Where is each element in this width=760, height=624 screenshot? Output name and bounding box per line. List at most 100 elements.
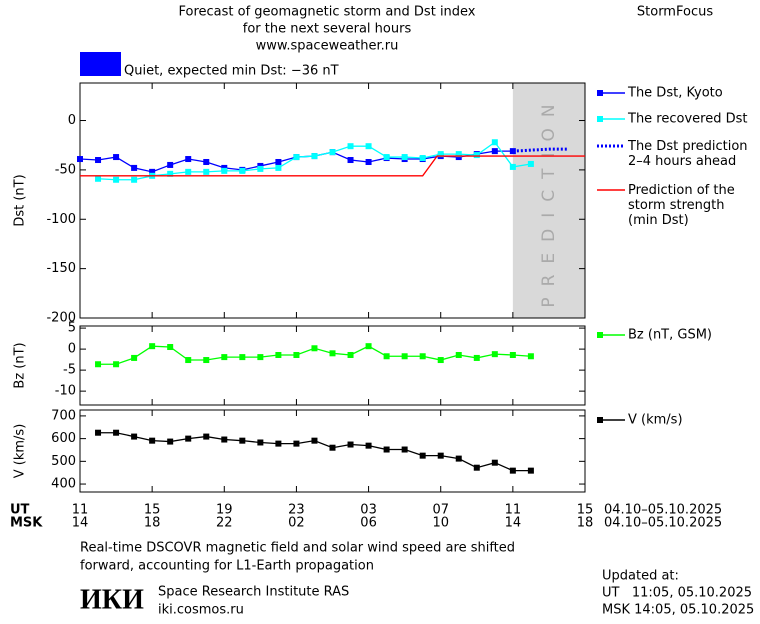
title-line: Forecast of geomagnetic storm and Dst in…: [178, 5, 475, 20]
data-point: [185, 357, 192, 364]
updated-msk: MSK 14:05, 05.10.2025: [602, 603, 754, 618]
data-point: [167, 161, 174, 168]
data-point: [527, 160, 534, 167]
y-tick-label: -200: [46, 311, 76, 326]
data-point: [311, 153, 318, 160]
data-point: [275, 351, 282, 358]
data-point: [239, 354, 246, 361]
x-tick-label: 14: [505, 516, 522, 531]
data-point: [491, 139, 498, 146]
y-tick-label: -5: [63, 363, 76, 378]
data-point: [473, 354, 480, 361]
y-tick-label: -10: [55, 384, 76, 399]
y-tick-label: 5: [68, 321, 76, 336]
data-point: [131, 176, 138, 183]
data-point: [185, 156, 192, 163]
data-point: [293, 351, 300, 358]
x-tick-label: 10: [432, 516, 449, 531]
data-point: [419, 155, 426, 162]
data-point: [113, 176, 120, 183]
x-tick-label: 06: [360, 516, 377, 531]
data-point: [131, 354, 138, 361]
data-point: [329, 149, 336, 156]
data-point: [509, 467, 516, 474]
data-point: [347, 441, 354, 448]
data-point: [185, 435, 192, 442]
data-point: [491, 148, 498, 155]
y-tick-label: 0: [68, 342, 76, 357]
data-point: [437, 452, 444, 459]
data-point: [221, 436, 228, 443]
y-tick-label: 400: [51, 477, 76, 492]
legend-label: Prediction of the storm strength (min Dst): [628, 183, 735, 228]
x-tick-label: 11: [505, 503, 522, 518]
data-point: [329, 350, 336, 357]
data-point: [455, 151, 462, 158]
data-point: [311, 437, 318, 444]
series-line: [98, 141, 531, 181]
x-tick-label: 23: [288, 503, 305, 518]
legend-marker: [597, 90, 603, 96]
data-point: [275, 164, 282, 171]
data-point: [365, 343, 372, 350]
data-point: [473, 152, 480, 159]
x-tick-label: 03: [360, 503, 377, 518]
date-range: 04.10–05.10.2025: [604, 516, 722, 531]
data-point: [365, 158, 372, 165]
legend-marker: [597, 116, 603, 122]
y-tick-label: 600: [51, 431, 76, 446]
data-point: [311, 345, 318, 352]
logo: ИКИ: [80, 584, 144, 615]
data-point: [419, 353, 426, 360]
x-tick-label: 22: [216, 516, 233, 531]
brand: StormFocus: [637, 5, 713, 20]
data-point: [95, 429, 102, 436]
y-tick-label: -150: [46, 261, 76, 276]
data-point: [275, 158, 282, 165]
data-point: [113, 154, 120, 161]
y-tick-label: -100: [46, 212, 76, 227]
status-text: Quiet, expected min Dst: −36 nT: [124, 64, 339, 79]
data-point: [473, 464, 480, 471]
series-line: [512, 147, 567, 153]
data-point: [275, 440, 282, 447]
updated-ut: UT 11:05, 05.10.2025: [602, 586, 752, 601]
data-point: [383, 353, 390, 360]
prediction-label: PREDICTION: [539, 93, 559, 307]
data-point: [149, 437, 156, 444]
data-point: [203, 433, 210, 440]
title-line: for the next several hours: [243, 22, 412, 37]
data-point: [167, 344, 174, 351]
plot-frame: [79, 409, 586, 493]
y-tick-label: -50: [55, 162, 76, 177]
footer-note: Real-time DSCOVR magnetic field and sola…: [80, 541, 515, 556]
legend-label: The recovered Dst: [627, 112, 747, 127]
title-line: www.spaceweather.ru: [256, 39, 399, 54]
plot-frame: [79, 325, 586, 406]
data-point: [95, 175, 102, 182]
data-point: [221, 167, 228, 174]
data-point: [167, 170, 174, 177]
data-point: [437, 357, 444, 364]
plot-frame: [79, 82, 586, 319]
data-point: [437, 151, 444, 158]
data-point: [131, 164, 138, 171]
data-point: [365, 143, 372, 150]
data-point: [239, 167, 246, 174]
x-tick-label: 18: [577, 516, 594, 531]
x-tick-label: 18: [144, 516, 161, 531]
data-point: [455, 455, 462, 462]
data-point: [509, 163, 516, 170]
data-point: [257, 165, 264, 172]
legend-label: V (km/s): [628, 413, 683, 428]
data-point: [257, 439, 264, 446]
data-point: [347, 143, 354, 150]
data-point: [365, 442, 372, 449]
data-point: [509, 351, 516, 358]
status-indicator: [80, 52, 121, 76]
data-point: [149, 168, 156, 175]
data-point: [113, 429, 120, 436]
x-axis-label: UT: [10, 503, 30, 518]
legend-marker: [597, 332, 603, 338]
data-point: [401, 446, 408, 453]
